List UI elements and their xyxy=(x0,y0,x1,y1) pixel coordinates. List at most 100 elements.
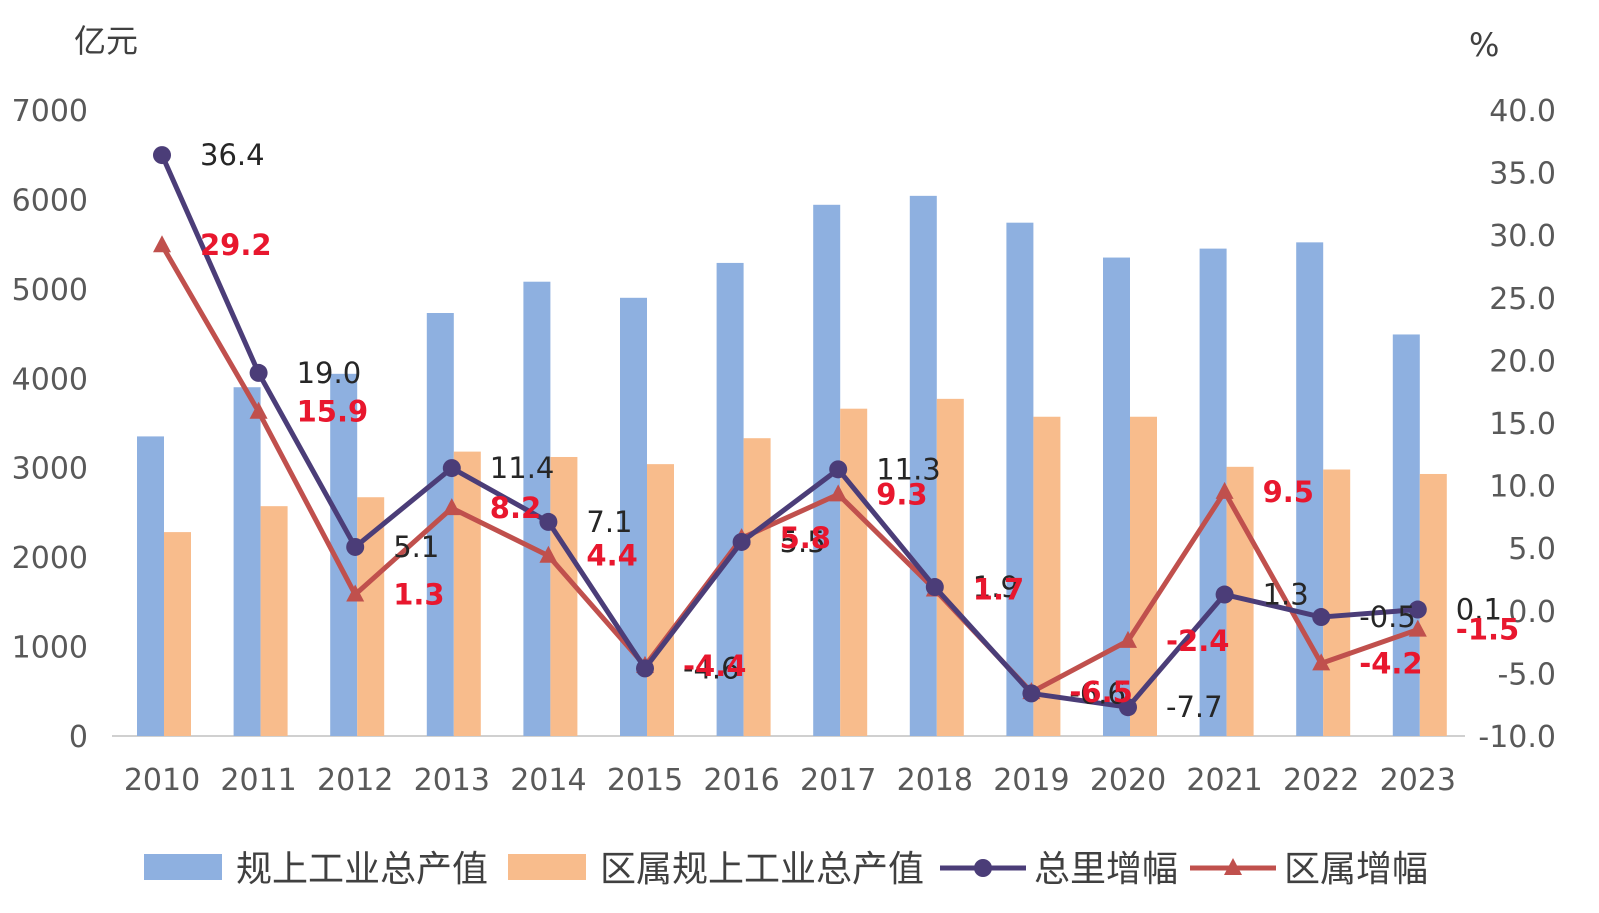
bar-total-2023 xyxy=(1392,334,1420,736)
total-growth-label-2013: 11.4 xyxy=(490,451,555,485)
data-labels: 36.4 19.0 5.1 11.4 7.1 -4.6 5.5 11.3 1.9 -6.6 -7.7… xyxy=(200,138,1519,724)
right-tick-30.0: 30.0 xyxy=(1489,219,1556,254)
right-tick-20.0: 20.0 xyxy=(1489,344,1556,379)
x-tick-2010: 2010 xyxy=(124,763,200,798)
total-growth-label-2015: -4.6 xyxy=(683,651,740,685)
district-growth-label-2011: 15.9 xyxy=(297,395,369,429)
district-growth-label-2020: -2.4 xyxy=(1166,624,1229,658)
total-growth-point-2010 xyxy=(153,146,171,165)
right-tick-25.0: 25.0 xyxy=(1489,282,1556,317)
district-growth-label-2016: 5.8 xyxy=(780,521,831,555)
left-axis-unit: 亿元 xyxy=(74,22,138,60)
total-growth-line xyxy=(159,154,1418,710)
total-growth-point-2012 xyxy=(346,537,365,556)
total-growth-label-2011: 19.0 xyxy=(297,356,362,390)
left-tick-2000: 2000 xyxy=(12,541,88,576)
bar-district-2010 xyxy=(164,532,191,736)
legend-marker-2 xyxy=(974,859,992,877)
district-growth-point-2014 xyxy=(539,545,558,563)
district-growth-line xyxy=(159,243,1419,695)
total-growth-point-2014 xyxy=(539,512,558,531)
right-axis-unit: % xyxy=(1469,26,1499,64)
bar-total-2020 xyxy=(1103,257,1130,736)
district-growth-point-2010 xyxy=(153,235,171,253)
district-growth-label-2019: -6.5 xyxy=(1069,675,1132,709)
x-axis: 2010 2011 2012 2013 2014 2015 2016 2017 2018 2019… xyxy=(124,763,1456,798)
total-growth-point-2017 xyxy=(829,460,848,479)
total-growth-point-2020 xyxy=(1119,698,1137,717)
x-tick-2020: 2020 xyxy=(1090,763,1166,798)
total-growth-point-2011 xyxy=(249,363,268,382)
bar-total-2022 xyxy=(1296,242,1324,736)
right-tick--10.0: -10.0 xyxy=(1478,720,1556,755)
total-growth-point-2016 xyxy=(732,532,751,551)
legend-swatch-0 xyxy=(144,854,222,880)
total-growth-label-2022: -0.5 xyxy=(1359,600,1416,634)
total-growth-point-2022 xyxy=(1312,608,1331,627)
bar-total-2019 xyxy=(1006,222,1034,736)
right-tick-10.0: 10.0 xyxy=(1489,470,1556,505)
bar-district-2017 xyxy=(840,408,868,736)
total-growth-label-2023: 0.1 xyxy=(1456,593,1502,627)
bar-total-2016 xyxy=(716,262,744,736)
bar-district-2016 xyxy=(743,438,771,736)
right-tick-5.0: 5.0 xyxy=(1508,532,1556,567)
district-growth-point-2022 xyxy=(1312,653,1331,671)
district-growth-label-2017: 9.3 xyxy=(876,477,927,511)
total-growth-label-2014: 7.1 xyxy=(586,505,632,539)
bar-district-2014 xyxy=(550,456,578,736)
total-growth-point-2018 xyxy=(925,578,944,597)
bar-total-2011 xyxy=(233,387,261,736)
total-growth-point-2019 xyxy=(1022,684,1041,703)
x-tick-2016: 2016 xyxy=(703,763,779,798)
district-growth-label-2022: -4.2 xyxy=(1359,646,1422,680)
total-growth-label-2020: -7.7 xyxy=(1166,690,1223,724)
total-growth-point-2013 xyxy=(442,459,461,478)
x-tick-2017: 2017 xyxy=(800,763,876,798)
legend-label-0: 规上工业总产值 xyxy=(236,849,488,890)
legend-label-3: 区属增幅 xyxy=(1284,849,1428,890)
x-tick-2023: 2023 xyxy=(1380,763,1456,798)
bar-district-2013 xyxy=(453,451,481,736)
total-growth-label-2019: -6.6 xyxy=(1069,676,1126,710)
left-axis: 0 1000 2000 3000 4000 5000 6000 7000 xyxy=(12,94,88,755)
x-tick-2012: 2012 xyxy=(317,763,393,798)
bar-total-2010 xyxy=(137,436,164,736)
total-growth-label-2016: 5.5 xyxy=(780,525,826,559)
district-growth-point-2017 xyxy=(829,484,848,502)
total-growth-point-2015 xyxy=(636,659,654,678)
district-growth-point-2011 xyxy=(249,401,268,419)
left-tick-1000: 1000 xyxy=(12,631,88,666)
x-tick-2011: 2011 xyxy=(220,763,296,798)
district-growth-point-2020 xyxy=(1119,630,1137,648)
bar-total-2018 xyxy=(909,195,937,736)
left-tick-4000: 4000 xyxy=(12,362,88,397)
right-tick--5.0: -5.0 xyxy=(1497,657,1556,692)
legend-swatch-1 xyxy=(508,854,586,880)
bar-district-2015 xyxy=(647,464,674,736)
district-growth-label-2018: 1.7 xyxy=(973,573,1024,607)
x-tick-2014: 2014 xyxy=(510,763,586,798)
bar-district-2018 xyxy=(936,398,964,736)
district-growth-point-2012 xyxy=(346,584,365,602)
legend-label-1: 区属规上工业总产值 xyxy=(600,849,924,890)
right-tick-0.0: 0.0 xyxy=(1508,595,1556,630)
lines xyxy=(153,146,1427,717)
x-tick-2018: 2018 xyxy=(897,763,973,798)
district-growth-point-2023 xyxy=(1408,619,1427,637)
x-tick-2022: 2022 xyxy=(1283,763,1359,798)
legend-label-2: 总里增幅 xyxy=(1034,849,1178,890)
total-growth-label-2021: 1.3 xyxy=(1263,578,1309,612)
total-growth-label-2017: 11.3 xyxy=(876,452,941,486)
left-tick-0: 0 xyxy=(69,720,88,755)
legend-marker-3 xyxy=(1224,858,1242,875)
x-tick-2019: 2019 xyxy=(993,763,1069,798)
district-growth-label-2023: -1.5 xyxy=(1456,613,1519,647)
bar-district-2020 xyxy=(1130,416,1157,736)
bar-district-2022 xyxy=(1323,469,1351,736)
left-tick-5000: 5000 xyxy=(12,273,88,308)
total-growth-label-2018: 1.9 xyxy=(973,570,1019,604)
right-tick-15.0: 15.0 xyxy=(1489,407,1556,442)
district-growth-label-2013: 8.2 xyxy=(490,491,541,525)
